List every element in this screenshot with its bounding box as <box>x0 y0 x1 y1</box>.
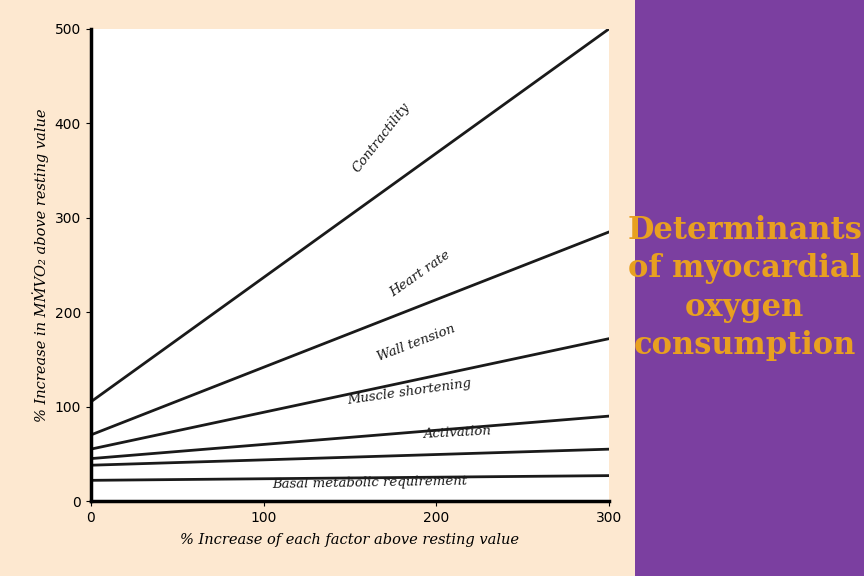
Text: Heart rate: Heart rate <box>388 249 454 300</box>
Text: Muscle shortening: Muscle shortening <box>346 376 473 407</box>
Text: Determinants
of myocardial
oxygen
consumption: Determinants of myocardial oxygen consum… <box>627 215 862 361</box>
Text: Activation: Activation <box>422 424 492 441</box>
Y-axis label: % Increase in MṀVO₂ above resting value: % Increase in MṀVO₂ above resting value <box>32 108 49 422</box>
Text: Wall tension: Wall tension <box>376 323 457 364</box>
Text: Contractility: Contractility <box>350 101 412 175</box>
X-axis label: % Increase of each factor above resting value: % Increase of each factor above resting … <box>181 533 519 547</box>
Text: Basal metabolic requirement: Basal metabolic requirement <box>272 474 467 491</box>
